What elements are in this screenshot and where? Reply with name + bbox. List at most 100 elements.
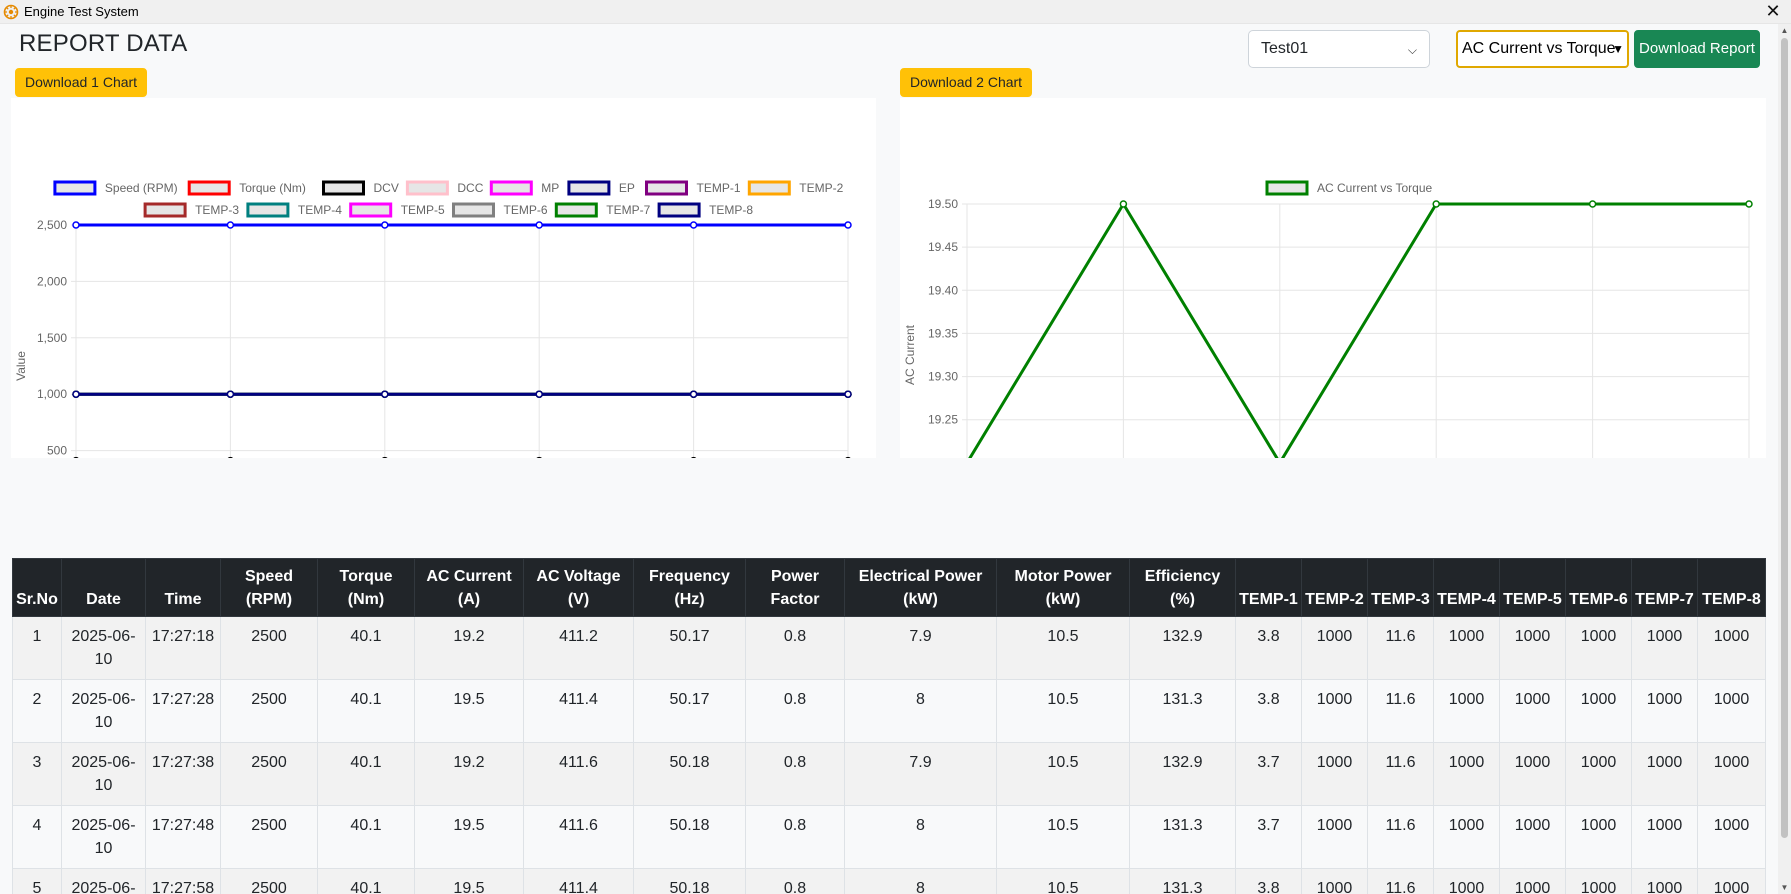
table-cell: 17:27:18 [145, 616, 221, 680]
data-point [844, 221, 852, 229]
data-point [689, 390, 698, 398]
table-cell: 10.5 [996, 868, 1130, 894]
table-cell: 2025-06-10 [61, 742, 146, 806]
engine-icon [3, 4, 19, 19]
download-report-button[interactable]: Download Report [1634, 30, 1760, 68]
table-cell: 11.6 [1367, 616, 1434, 680]
chart1-card: 2,5002,0001,5001,000500017:27:1817:27:28… [11, 98, 876, 458]
table-cell: 411.2 [523, 616, 634, 680]
table-cell: 1000 [1301, 868, 1368, 894]
table-cell: 1000 [1697, 679, 1766, 743]
table-header-cell: Date [61, 558, 146, 617]
table-cell: 1000 [1301, 616, 1368, 680]
table-cell: 50.17 [633, 679, 746, 743]
table-cell: 411.6 [523, 742, 634, 806]
legend-swatch [143, 202, 187, 218]
table-header-cell: Frequency (Hz) [633, 558, 746, 617]
data-point [689, 221, 698, 229]
table-header-cell: AC Current (A) [414, 558, 524, 617]
table-cell: 1000 [1301, 805, 1368, 869]
table-cell: 19.5 [414, 679, 524, 743]
y-axis-title: Value [14, 351, 28, 381]
scroll-thumb[interactable] [1781, 38, 1788, 838]
legend-label: AC Current vs Torque [1317, 181, 1432, 195]
chevron-down-icon: ▼ [1612, 42, 1624, 56]
table-header-cell: AC Voltage (V) [523, 558, 634, 617]
table-cell: 40.1 [317, 616, 415, 680]
table-cell: 2500 [220, 805, 318, 869]
table-cell: 19.5 [414, 868, 524, 894]
table-row: 4 2025-06-10 17:27:48 2500 40.1 19.5 411.6 50.1… [12, 805, 1766, 869]
data-point [535, 390, 543, 398]
table-cell: 17:27:28 [145, 679, 221, 743]
chevron-down-icon: ⌵ [1407, 43, 1417, 57]
download-chart1-button[interactable]: Download 1 Chart [15, 68, 148, 97]
table-cell: 17:27:38 [145, 742, 221, 806]
window-title: Engine Test System [24, 4, 139, 19]
table-cell: 50.18 [633, 805, 746, 869]
table-cell: 10.5 [996, 805, 1130, 869]
legend-label: DCC [457, 181, 483, 195]
legend-label: EP [619, 181, 635, 195]
data-point [226, 221, 235, 229]
table-header-cell: Time [145, 558, 221, 617]
table-cell: 40.1 [317, 742, 415, 806]
y-tick-label: 2,000 [37, 274, 67, 288]
y-tick-label: 1,500 [37, 331, 67, 345]
table-cell: 3.8 [1235, 679, 1302, 743]
table-cell: 0.8 [745, 805, 845, 869]
table-cell: 19.2 [414, 616, 524, 680]
table-cell: 2 [12, 679, 62, 743]
table-cell: 19.5 [414, 805, 524, 869]
table-body: 1 2025-06-10 17:27:18 2500 40.1 19.2 411.2 50.1… [12, 616, 1766, 894]
table-cell: 2500 [220, 616, 318, 680]
table-header-cell: TEMP-1 [1235, 558, 1302, 617]
table-cell: 1000 [1433, 805, 1500, 869]
table-cell: 17:27:58 [145, 868, 221, 894]
legend-label: TEMP-1 [697, 181, 741, 195]
y-tick-label: 19.40 [928, 283, 958, 297]
table-cell: 50.18 [633, 742, 746, 806]
table-cell: 4 [12, 805, 62, 869]
legend-swatch [452, 202, 495, 218]
close-button[interactable]: ✕ [1765, 1, 1781, 21]
table-header-cell: Sr.No [12, 558, 62, 617]
table-header-cell: Motor Power (kW) [996, 558, 1130, 617]
data-point [1745, 200, 1753, 208]
table-cell: 411.4 [523, 868, 634, 894]
table-cell: 1000 [1697, 868, 1766, 894]
download-chart2-button[interactable]: Download 2 Chart [900, 68, 1033, 97]
report-page: REPORT DATA Test01 ⌵ AC Current vs Torqu… [0, 24, 1778, 894]
table-cell: 411.4 [523, 679, 634, 743]
table-header-cell: TEMP-3 [1367, 558, 1434, 617]
table-cell: 11.6 [1367, 805, 1434, 869]
y-tick-label: 500 [47, 444, 67, 458]
legend-label: DCV [374, 181, 399, 195]
y-tick-label: 19.50 [928, 197, 958, 211]
table-row: 52025-06-1017:27:58250040.119.5411.450.1… [12, 868, 1766, 894]
table-cell: 1000 [1631, 805, 1698, 869]
data-point [1119, 200, 1128, 208]
y-tick-label: 19.45 [928, 240, 958, 254]
table-cell: 2025-06-10 [61, 616, 146, 680]
table-cell: 10.5 [996, 742, 1130, 806]
legend-label: TEMP-3 [195, 203, 239, 217]
table-cell: 1000 [1565, 868, 1632, 894]
scroll-up-icon[interactable]: ▲ [1780, 26, 1789, 35]
table-cell: 1000 [1565, 805, 1632, 869]
table-cell: 17:27:48 [145, 805, 221, 869]
legend-swatch [747, 180, 791, 196]
legend-swatch [567, 180, 611, 196]
report-table: Sr.No Date Time Speed (RPM) Torque (Nm) AC Cu… [12, 558, 1766, 894]
test-select[interactable]: Test01 ⌵ [1248, 30, 1430, 68]
legend-swatch [187, 180, 231, 196]
table-header-cell: TEMP-5 [1499, 558, 1566, 617]
table-cell: 1000 [1697, 616, 1766, 680]
chart-type-select[interactable]: AC Current vs Torque ▼ [1456, 30, 1629, 68]
y-tick-label: 19.30 [928, 370, 958, 384]
data-point [381, 221, 389, 229]
table-cell: 1000 [1433, 679, 1500, 743]
table-cell: 1000 [1499, 616, 1566, 680]
vertical-scrollbar[interactable]: ▲ ▼ [1778, 24, 1791, 894]
scroll-down-icon[interactable]: ▼ [1780, 883, 1789, 892]
